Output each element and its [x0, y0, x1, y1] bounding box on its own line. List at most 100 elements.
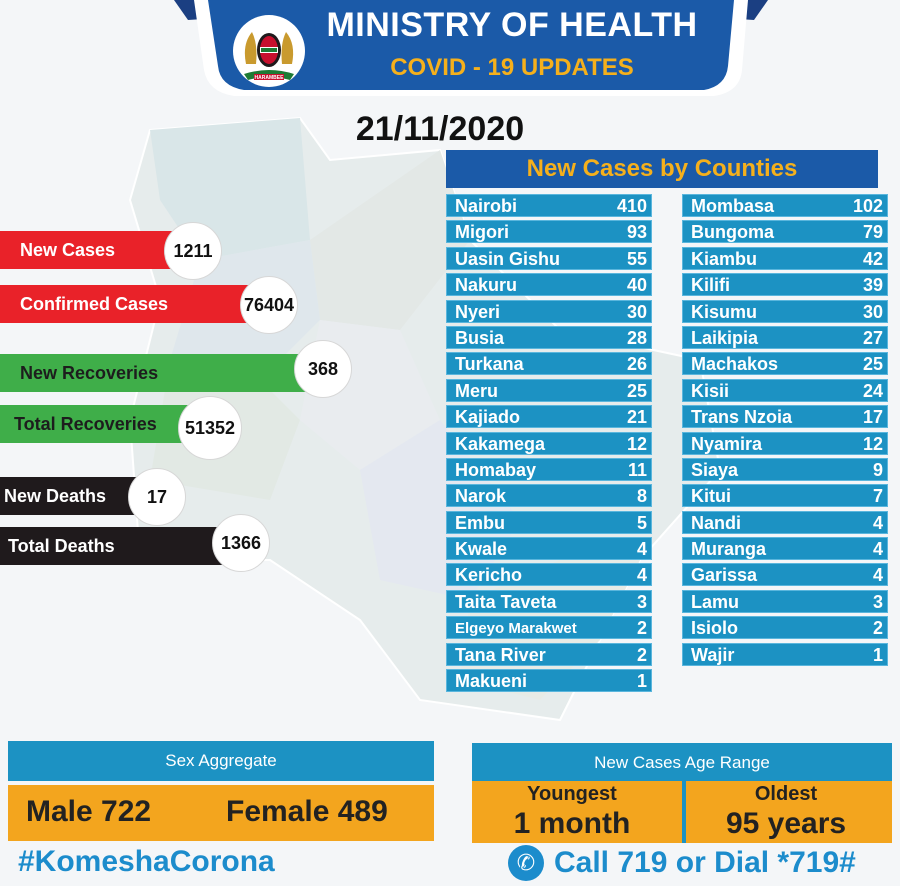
county-row: Mombasa 102 [682, 194, 888, 217]
confirmed-cases-bar: Confirmed Cases [0, 285, 258, 323]
male-value: 722 [101, 795, 152, 828]
county-row: Embu 5 [446, 510, 652, 534]
county-name: Bungoma [691, 222, 774, 243]
county-row: Muranga 4 [682, 537, 888, 561]
oldest-label: Oldest [754, 783, 818, 805]
county-row: Kitui 7 [682, 484, 888, 508]
county-count: 55 [626, 248, 647, 269]
county-name: Isiolo [691, 618, 739, 639]
county-name: Kisii [691, 380, 730, 401]
county-count: 3 [636, 591, 647, 612]
county-row: Nairobi 410 [446, 194, 652, 217]
county-row: Trans Nzoia 17 [682, 405, 888, 429]
county-row: Machakos 25 [682, 352, 888, 376]
county-count: 25 [626, 380, 647, 401]
county-name: Migori [455, 222, 509, 243]
hashtag: #KomeshaCorona [18, 845, 275, 878]
county-row: Turkana 26 [446, 352, 652, 376]
county-name: Taita Taveta [455, 591, 557, 612]
youngest-value: 1 month [513, 807, 631, 840]
female-label: Female [226, 795, 330, 828]
county-count: 9 [872, 459, 883, 480]
county-name: Uasin Gishu [455, 248, 561, 269]
new-cases-bar: New Cases [0, 231, 180, 269]
county-name: Homabay [455, 459, 537, 480]
new-recoveries-bar: New Recoveries [0, 354, 308, 392]
county-row: Tana River 2 [446, 642, 652, 666]
county-name: Embu [455, 512, 506, 533]
county-row: Kisii 24 [682, 378, 888, 402]
county-row: Busia 28 [446, 325, 652, 349]
county-row: Migori 93 [446, 220, 652, 244]
county-count: 1 [872, 644, 883, 665]
total-recoveries-label: Total Recoveries [14, 414, 157, 434]
county-name: Meru [455, 380, 499, 401]
confirmed-cases-value: 76404 [240, 276, 298, 334]
county-count: 4 [872, 539, 883, 560]
age-range-panel: Youngest 1 month Oldest 95 years [472, 781, 892, 843]
county-count: 30 [862, 301, 883, 322]
counties-left-column: Nairobi 410 Migori 93 Uasin Gishu 55 Nakuru 40 N… [446, 194, 652, 695]
county-row: Nandi 4 [682, 510, 888, 534]
county-name: Kiambu [691, 248, 758, 269]
total-recoveries-value: 51352 [178, 396, 242, 460]
county-name: Nairobi [455, 196, 518, 216]
county-name: Wajir [691, 644, 735, 665]
county-name: Nyeri [455, 301, 501, 322]
county-name: Kericho [455, 565, 523, 586]
county-name: Kakamega [455, 433, 546, 454]
county-row: Elgeyo Marakwet 2 [446, 616, 652, 640]
county-count: 79 [862, 222, 883, 243]
county-row: Kwale 4 [446, 537, 652, 561]
county-name: Garissa [691, 565, 758, 586]
sex-aggregate-header: Sex Aggregate [8, 741, 434, 781]
new-deaths-bar: New Deaths [0, 477, 150, 515]
county-count: 4 [636, 539, 647, 560]
county-name: Kwale [455, 539, 508, 560]
county-row: Taita Taveta 3 [446, 589, 652, 613]
county-name: Kajiado [455, 407, 521, 428]
male-count: Male 722 [26, 795, 151, 829]
county-count: 4 [872, 512, 883, 533]
county-name: Kisumu [691, 301, 758, 322]
county-count: 2 [636, 644, 647, 665]
kenya-coat-of-arms-icon: HARAMBEE [233, 15, 305, 87]
youngest-label: Youngest [527, 783, 617, 805]
county-name: Muranga [691, 539, 767, 560]
confirmed-cases-label: Confirmed Cases [20, 294, 169, 314]
male-label: Male [26, 795, 93, 828]
county-count: 2 [636, 618, 647, 639]
county-row: Kajiado 21 [446, 405, 652, 429]
county-name: Lamu [691, 591, 740, 612]
svg-text:HARAMBEE: HARAMBEE [255, 75, 285, 81]
county-row: Kilifi 39 [682, 273, 888, 297]
new-recoveries-label: New Recoveries [20, 363, 159, 383]
female-value: 489 [337, 795, 388, 828]
county-count: 4 [636, 565, 647, 586]
county-name: Busia [455, 327, 505, 348]
phone-icon: ✆ [508, 845, 544, 881]
counties-header: New Cases by Counties [446, 150, 878, 188]
new-cases-value: 1211 [164, 222, 222, 280]
county-row: Garissa 4 [682, 563, 888, 587]
county-count: 2 [872, 618, 883, 639]
call-text: Call 719 or Dial *719# [554, 846, 856, 879]
county-count: 12 [626, 433, 647, 454]
total-deaths-label: Total Deaths [8, 536, 115, 556]
county-count: 42 [862, 248, 883, 269]
counties-right-column: Mombasa 102 Bungoma 79 Kiambu 42 Kilifi 39 Kisum… [682, 194, 888, 669]
county-count: 93 [626, 222, 647, 243]
age-range-header: New Cases Age Range [472, 743, 892, 783]
county-row: Wajir 1 [682, 642, 888, 666]
county-count: 28 [626, 327, 647, 348]
county-row: Uasin Gishu 55 [446, 246, 652, 270]
county-count: 7 [872, 486, 883, 507]
oldest-value: 95 years [725, 807, 847, 840]
county-name: Tana River [455, 644, 546, 665]
county-row: Kisumu 30 [682, 299, 888, 323]
county-count: 4 [872, 565, 883, 586]
county-name: Nandi [691, 512, 742, 533]
county-row: Narok 8 [446, 484, 652, 508]
new-deaths-value: 17 [128, 468, 186, 526]
county-name: Kitui [691, 486, 731, 507]
